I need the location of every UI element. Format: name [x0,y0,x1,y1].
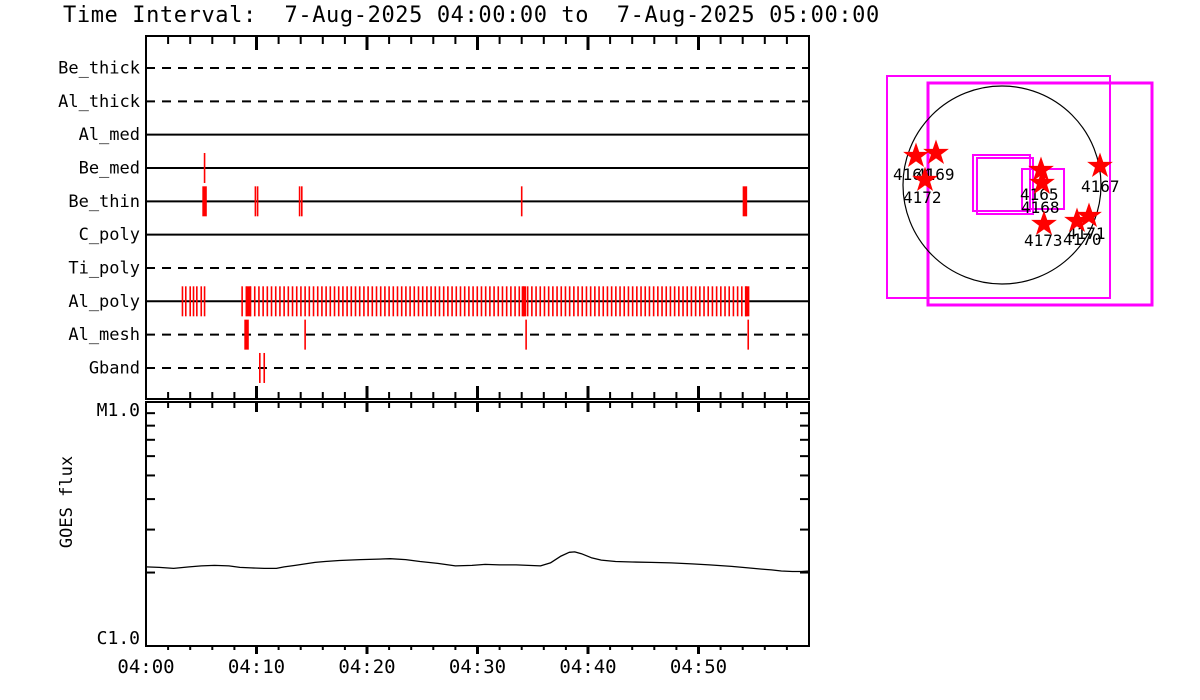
filter-row-label: Al_thick [58,92,140,112]
filter-row-label: Gband [89,358,140,378]
active-region-star-icon [1064,207,1090,232]
x-axis-tick-label: 04:40 [559,656,616,678]
solar-disk [902,85,1102,285]
active-region-star-icon [923,139,949,164]
fov-rect [976,157,1034,215]
x-axis-tick-label: 04:20 [338,656,395,678]
active-region-star-icon [1029,169,1055,194]
active-region-label: 4172 [903,188,942,207]
fov-rect [886,75,1111,299]
goes-flux-curve [145,551,810,573]
active-region-star-icon [1076,202,1102,227]
filter-row-label: Be_thick [58,59,140,79]
y-axis-title: GOES flux [57,456,77,548]
filter-row-label: Be_thin [68,192,140,212]
x-axis-tick-label: 04:00 [117,656,174,678]
active-region-label: 4173 [1024,231,1063,250]
page-title: Time Interval: 7-Aug-2025 04:00:00 to 7-… [63,3,880,28]
active-region-star-icon [912,166,938,191]
active-region-label: 4168 [1021,198,1060,217]
filter-row-label: C_poly [79,225,140,245]
active-region-star-icon [1031,210,1057,235]
filter-row-label: Be_med [79,158,140,178]
y-axis-top-label: M1.0 [97,400,140,421]
active-region-star-icon [1087,152,1113,177]
x-axis-tick-label: 04:30 [449,656,506,678]
x-axis-tick-label: 04:50 [670,656,727,678]
x-axis-tick-label: 04:10 [228,656,285,678]
filter-row-label: Al_med [79,125,140,145]
y-axis-bottom-label: C1.0 [97,628,140,649]
filter-row-label: Ti_poly [68,258,140,278]
active-region-star-icon [903,142,929,167]
active-region-label: 4171 [1067,224,1106,243]
fov-rect [972,154,1031,212]
active-region-label: 4170 [1063,230,1102,249]
goes-panel-border [145,401,810,647]
active-region-label: 4167 [1081,177,1120,196]
filter-row-label: Al_mesh [68,325,140,345]
active-region-label: 4165 [1020,185,1059,204]
fov-rect [926,81,1154,307]
filter-row-label: Al_poly [68,292,140,312]
